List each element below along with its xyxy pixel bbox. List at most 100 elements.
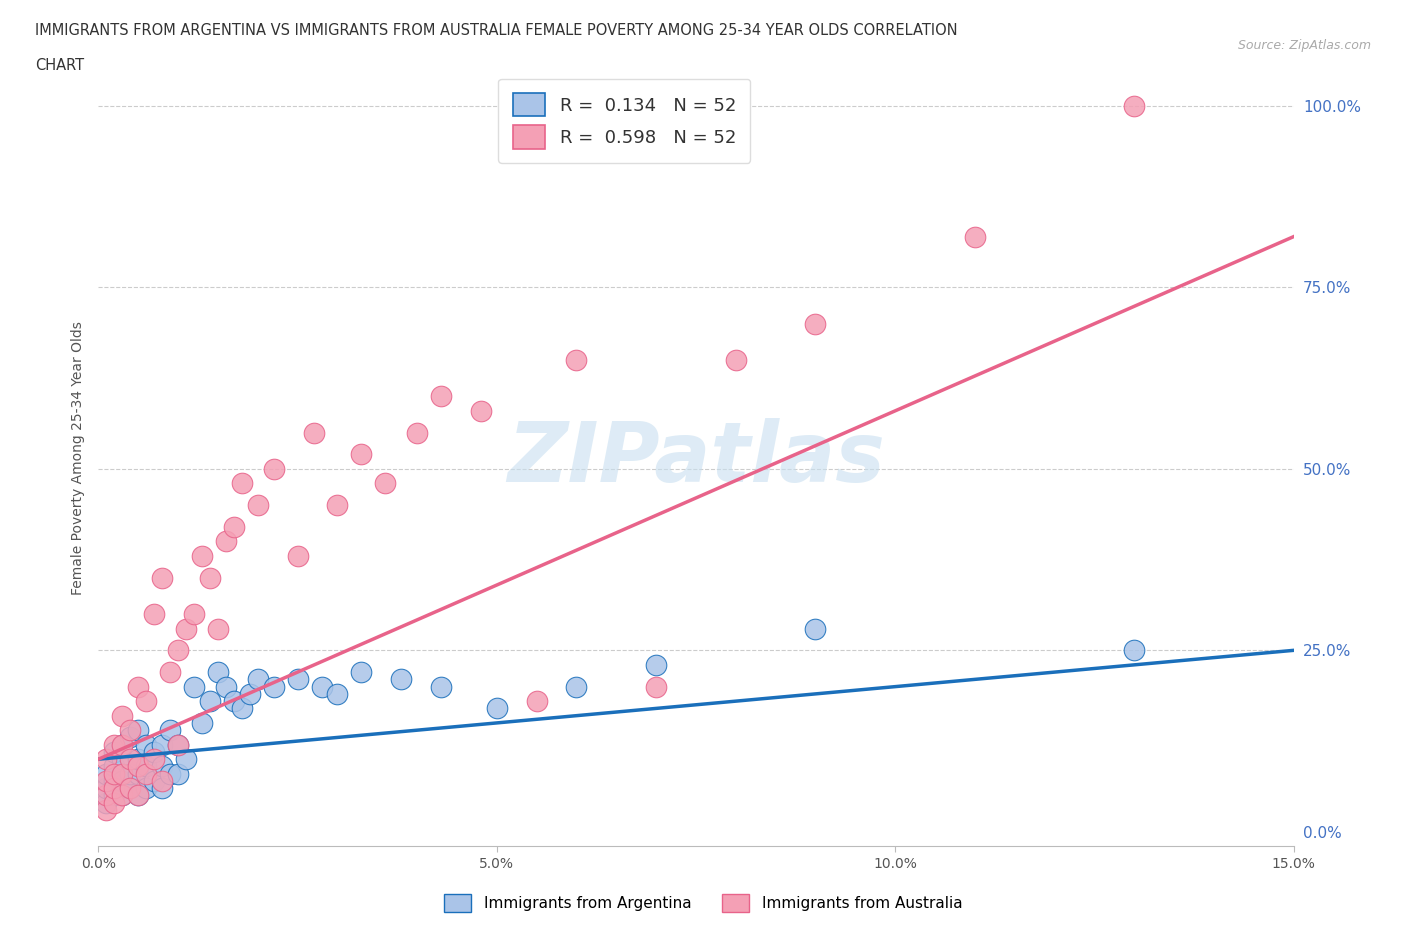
Point [167, 737, 190, 752]
Point [430, 389, 453, 404]
Point [374, 476, 396, 491]
Point [222, 520, 245, 535]
Point [143, 745, 166, 760]
Point [1123, 99, 1146, 113]
Point [526, 694, 548, 709]
Point [724, 352, 747, 367]
Point [127, 759, 149, 774]
Point [215, 534, 238, 549]
Text: ZIPatlas: ZIPatlas [508, 418, 884, 498]
Point [96, 751, 118, 766]
Point [135, 781, 157, 796]
Point [143, 606, 166, 621]
Point [120, 781, 142, 796]
Point [231, 701, 253, 716]
Point [231, 476, 253, 491]
Point [111, 709, 134, 724]
Point [804, 316, 827, 331]
Point [246, 498, 269, 512]
Point [120, 723, 142, 737]
Point [111, 737, 134, 752]
Point [191, 549, 214, 564]
Point [311, 679, 333, 694]
Point [207, 665, 229, 680]
Point [215, 679, 238, 694]
Point [963, 229, 986, 244]
Point [96, 788, 118, 803]
Point [127, 723, 149, 737]
Point [143, 751, 166, 766]
Text: IMMIGRANTS FROM ARGENTINA VS IMMIGRANTS FROM AUSTRALIA FEMALE POVERTY AMONG 25-3: IMMIGRANTS FROM ARGENTINA VS IMMIGRANTS … [35, 23, 957, 38]
Point [350, 665, 373, 680]
Point [120, 766, 142, 781]
Point [174, 751, 197, 766]
Point [103, 737, 125, 752]
Point [96, 766, 118, 781]
Point [135, 694, 157, 709]
Point [174, 621, 197, 636]
Legend: Immigrants from Argentina, Immigrants from Australia: Immigrants from Argentina, Immigrants fr… [437, 888, 969, 918]
Point [183, 679, 205, 694]
Point [127, 788, 149, 803]
Point [1123, 643, 1146, 658]
Point [167, 643, 190, 658]
Point [287, 549, 309, 564]
Point [120, 730, 142, 745]
Y-axis label: Female Poverty Among 25-34 Year Olds: Female Poverty Among 25-34 Year Olds [70, 321, 84, 595]
Point [103, 759, 125, 774]
Point [143, 774, 166, 789]
Point [326, 498, 349, 512]
Point [103, 788, 125, 803]
Point [326, 686, 349, 701]
Point [111, 766, 134, 781]
Point [645, 658, 668, 672]
Point [96, 803, 118, 817]
Point [191, 715, 214, 730]
Legend: R =  0.134   N = 52, R =  0.598   N = 52: R = 0.134 N = 52, R = 0.598 N = 52 [498, 79, 751, 163]
Point [239, 686, 262, 701]
Point [263, 679, 285, 694]
Point [111, 751, 134, 766]
Point [485, 701, 508, 716]
Point [96, 781, 118, 796]
Point [150, 781, 173, 796]
Point [565, 352, 588, 367]
Point [103, 795, 125, 810]
Point [389, 672, 412, 687]
Point [470, 404, 492, 418]
Point [120, 781, 142, 796]
Point [222, 694, 245, 709]
Point [127, 766, 149, 781]
Point [565, 679, 588, 694]
Point [302, 425, 325, 440]
Point [96, 774, 118, 789]
Point [150, 759, 173, 774]
Point [406, 425, 429, 440]
Point [103, 745, 125, 760]
Point [645, 679, 668, 694]
Point [804, 621, 827, 636]
Point [159, 766, 181, 781]
Point [150, 774, 173, 789]
Point [430, 679, 453, 694]
Point [159, 723, 181, 737]
Point [150, 570, 173, 585]
Point [287, 672, 309, 687]
Point [111, 737, 134, 752]
Point [135, 766, 157, 781]
Point [103, 781, 125, 796]
Point [159, 665, 181, 680]
Point [183, 606, 205, 621]
Point [127, 679, 149, 694]
Point [103, 766, 125, 781]
Point [120, 751, 142, 766]
Point [135, 759, 157, 774]
Point [246, 672, 269, 687]
Point [127, 788, 149, 803]
Point [198, 694, 221, 709]
Point [111, 788, 134, 803]
Text: Source: ZipAtlas.com: Source: ZipAtlas.com [1237, 39, 1371, 52]
Point [150, 737, 173, 752]
Point [111, 788, 134, 803]
Point [198, 570, 221, 585]
